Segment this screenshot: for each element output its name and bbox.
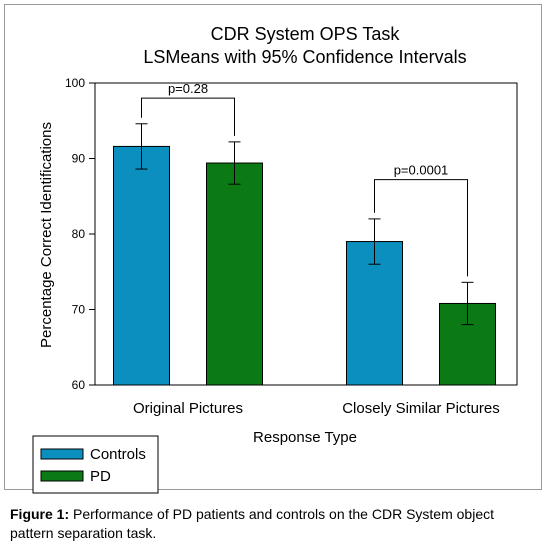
- y-tick-label: 60: [72, 378, 86, 392]
- plot-area: 60 70 80 90 100 Original Pictures Closely Simi…: [65, 76, 518, 417]
- bar-pd-original: [206, 162, 263, 386]
- figure-caption: Figure 1: Performance of PD patients and…: [10, 505, 540, 543]
- y-tick-label: 100: [65, 76, 85, 90]
- x-tick-label-original: Original Pictures: [133, 400, 243, 417]
- p-value-label-original: p=0.28: [168, 81, 208, 96]
- legend-label-pd: PD: [90, 468, 111, 485]
- x-tick-label-similar: Closely Similar Pictures: [342, 400, 500, 417]
- significance-bracket-original: [141, 97, 235, 136]
- caption-text: Performance of PD patients and controls …: [10, 506, 494, 541]
- legend-box: [32, 435, 159, 494]
- legend-swatch-controls: [40, 448, 84, 460]
- chart: CDR System OPS Task LSMeans with 95% Con…: [32, 24, 518, 494]
- significance-bracket-similar: [374, 179, 468, 277]
- legend-label-controls: Controls: [90, 446, 146, 463]
- y-tick-label: 90: [72, 152, 86, 166]
- bar-controls-similar: [346, 241, 403, 386]
- figure-frame: [4, 4, 542, 490]
- x-axis-label: Response Type: [253, 429, 357, 446]
- y-axis-label: Percentage Correct Identifications: [38, 122, 55, 348]
- legend: Controls PD: [32, 435, 159, 494]
- bar-controls-original: [113, 145, 170, 386]
- y-tick-label: 70: [72, 303, 86, 317]
- caption-label: Figure 1:: [10, 506, 70, 522]
- y-tick-label: 80: [72, 227, 86, 241]
- legend-swatch-pd: [40, 470, 84, 482]
- chart-title-line2: LSMeans with 95% Confidence Intervals: [143, 47, 466, 67]
- p-value-label-similar: p=0.0001: [394, 163, 449, 178]
- chart-title-line1: CDR System OPS Task: [211, 24, 401, 44]
